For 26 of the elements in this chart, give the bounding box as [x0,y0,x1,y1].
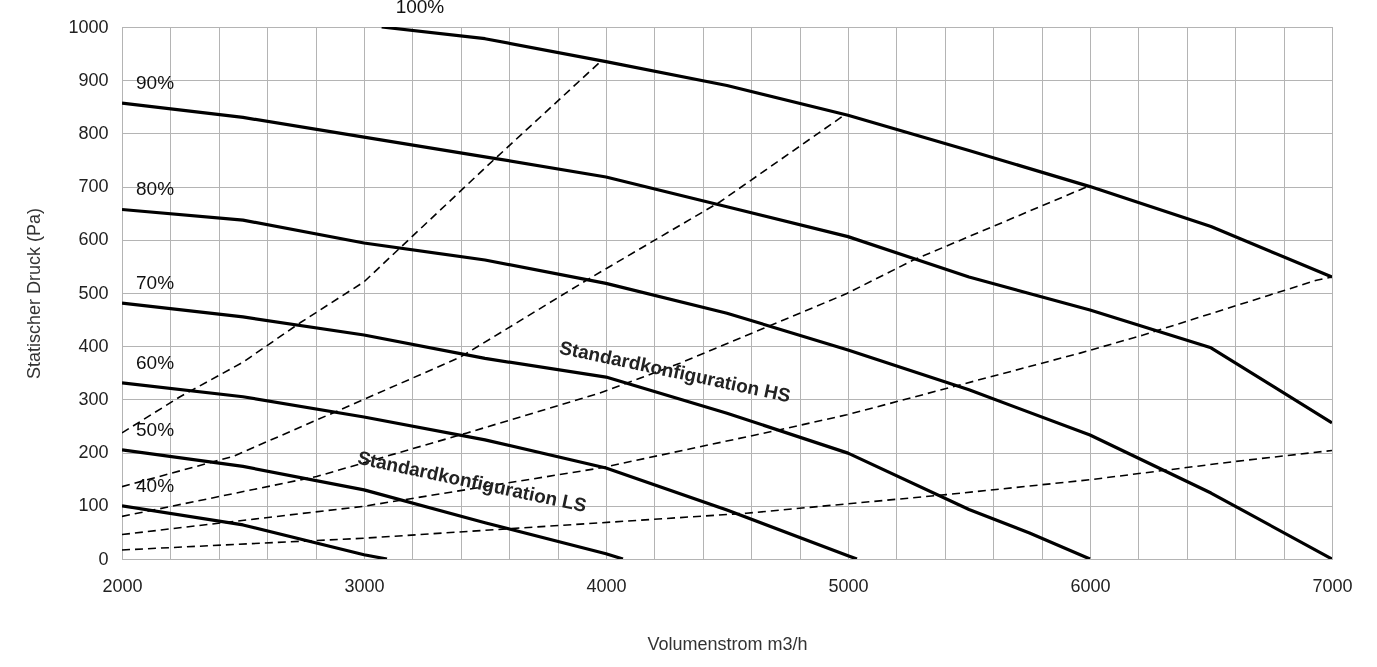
y-tick-label: 600 [78,229,109,250]
series-label: 70% [136,272,175,294]
series-label: 40% [136,474,175,496]
y-tick-label: 400 [78,335,109,356]
x-axis-title: Volumenstrom m3/h [647,633,808,654]
x-tick-label: 2000 [102,575,143,596]
y-tick-label: 900 [78,69,109,90]
y-tick-label: 1000 [68,16,109,37]
series-label: 50% [136,418,175,440]
y-tick-label: 700 [78,176,109,197]
series-label: 90% [136,72,175,94]
x-tick-label: 6000 [1070,575,1111,596]
y-tick-label: 300 [78,388,109,409]
y-tick-label: 100 [78,495,109,516]
x-tick-label: 5000 [828,575,869,596]
y-tick-label: 200 [78,442,109,463]
x-tick-label: 3000 [344,575,385,596]
y-axis-title: Statischer Druck (Pa) [24,207,45,380]
series-label: 60% [136,351,175,373]
series-label: 80% [136,178,175,200]
x-tick-label: 4000 [586,575,627,596]
y-tick-label: 800 [78,122,109,143]
y-tick-label: 0 [98,548,109,569]
x-tick-label: 7000 [1312,575,1353,596]
y-tick-label: 500 [78,282,109,303]
series-label: 100% [395,0,445,17]
